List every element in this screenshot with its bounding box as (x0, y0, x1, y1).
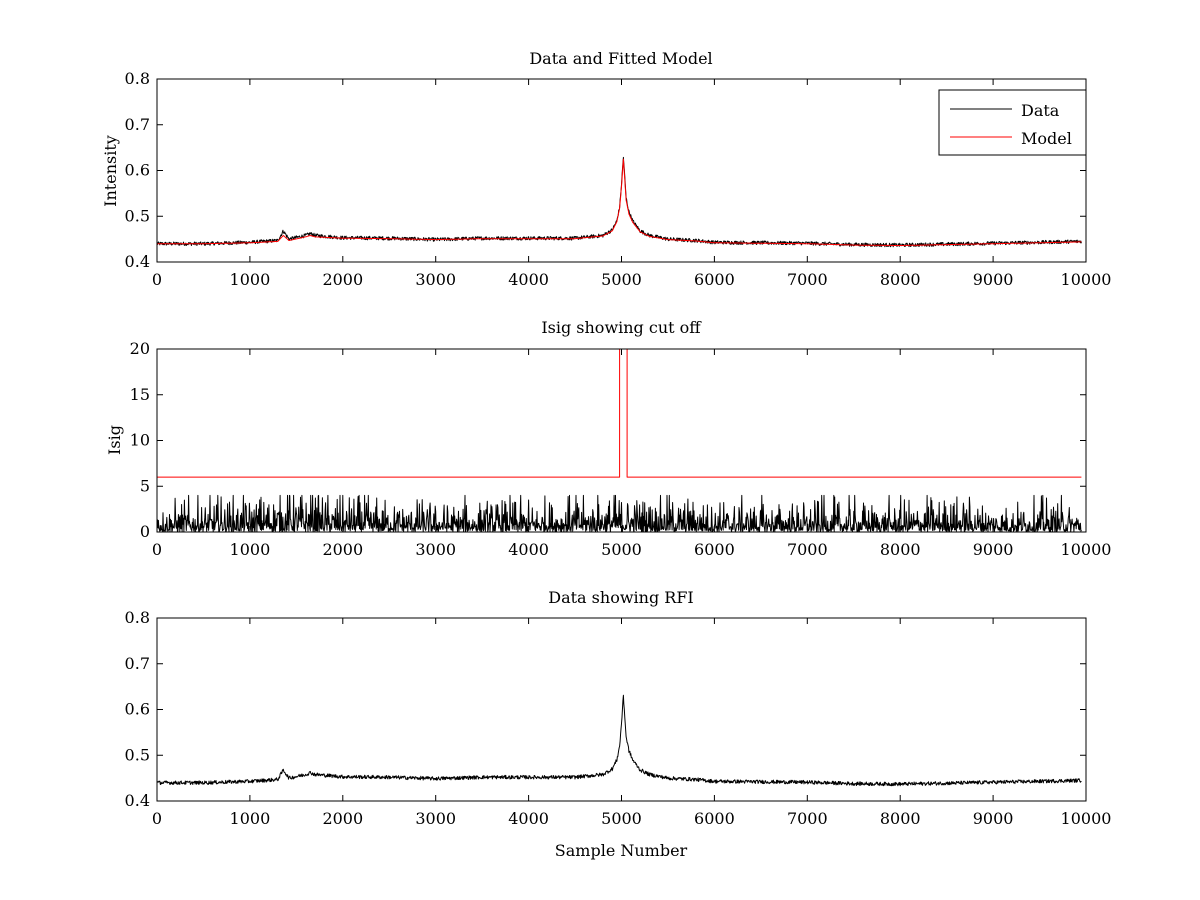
y-axis-label: Intensity (101, 135, 120, 207)
y-tick-label: 0 (140, 522, 150, 541)
x-tick-label: 2000 (322, 540, 363, 559)
x-tick-label: 5000 (601, 540, 642, 559)
x-tick-label: 8000 (880, 809, 921, 828)
y-axis-label: Isig (105, 425, 124, 455)
ticks-layer: 0 1000 2000 3000 4000 5000 6000 7000 8000 9000 100… (125, 69, 1112, 289)
x-tick-label: 3000 (415, 270, 456, 289)
x-tick-label: 2000 (322, 270, 363, 289)
y-tick-label: 0.7 (125, 654, 150, 673)
ticks-layer: 0 1000 2000 3000 4000 5000 6000 7000 8000 9000 100… (130, 339, 1112, 559)
x-tick-label: 8000 (880, 270, 921, 289)
y-tick-label: 0.4 (125, 252, 150, 271)
x-tick-label: 3000 (415, 540, 456, 559)
x-tick-label: 0 (152, 270, 162, 289)
x-tick-label: 10000 (1061, 540, 1112, 559)
y-tick-label: 20 (130, 339, 150, 358)
x-tick-label: 7000 (787, 809, 828, 828)
series-line-0 (156, 694, 1082, 787)
panel-isig-showing-cut-off: Isig showing cut off Isig 0 1000 2000 3000 4… (105, 318, 1111, 559)
legend-box (938, 89, 1087, 156)
x-tick-label: 1000 (230, 809, 271, 828)
y-tick-label: 15 (130, 385, 150, 404)
x-tick-label: 9000 (973, 809, 1014, 828)
x-tick-label: 4000 (508, 809, 549, 828)
y-tick-label: 0.6 (125, 700, 150, 719)
x-tick-label: 10000 (1061, 809, 1112, 828)
ticks-layer: 0 1000 2000 3000 4000 5000 6000 7000 8000 9000 100… (125, 608, 1112, 828)
x-tick-label: 9000 (973, 540, 1014, 559)
panel-title: Isig showing cut off (541, 318, 702, 337)
x-axis-label: Sample Number (555, 841, 688, 860)
panel-data-and-fitted-model: Data and Fitted Model Intensity 0 1000 200… (101, 49, 1111, 289)
series-layer (156, 156, 1082, 248)
x-tick-label: 4000 (508, 270, 549, 289)
x-tick-label: 1000 (230, 540, 271, 559)
y-tick-label: 0.6 (125, 161, 150, 180)
y-tick-label: 10 (130, 431, 150, 450)
x-tick-label: 2000 (322, 809, 363, 828)
legend-label-data: Data (1021, 101, 1060, 120)
x-tick-label: 5000 (601, 809, 642, 828)
legend: Data Model (938, 89, 1087, 156)
series-layer (156, 694, 1082, 787)
y-tick-label: 0.7 (125, 115, 150, 134)
x-tick-label: 6000 (694, 809, 735, 828)
x-tick-label: 8000 (880, 540, 921, 559)
panel-data-showing-rfi: Data showing RFI Sample Number 0 1000 2000… (125, 588, 1112, 860)
x-tick-label: 9000 (973, 270, 1014, 289)
x-tick-label: 10000 (1061, 270, 1112, 289)
x-tick-label: 1000 (230, 270, 271, 289)
x-tick-label: 0 (152, 809, 162, 828)
panel-title: Data and Fitted Model (529, 49, 712, 68)
panel-title: Data showing RFI (548, 588, 693, 607)
x-tick-label: 4000 (508, 540, 549, 559)
x-tick-label: 3000 (415, 809, 456, 828)
x-tick-label: 0 (152, 540, 162, 559)
x-tick-label: 5000 (601, 270, 642, 289)
y-tick-label: 0.5 (125, 206, 150, 225)
x-tick-label: 7000 (787, 270, 828, 289)
x-tick-label: 6000 (694, 540, 735, 559)
series-line-0 (156, 494, 1082, 533)
legend-label-model: Model (1021, 129, 1072, 148)
y-tick-label: 5 (140, 476, 150, 495)
x-tick-label: 7000 (787, 540, 828, 559)
y-tick-label: 0.4 (125, 791, 150, 810)
y-tick-label: 0.8 (125, 608, 150, 627)
y-tick-label: 0.8 (125, 69, 150, 88)
x-tick-label: 6000 (694, 270, 735, 289)
series-line-model (157, 158, 1082, 246)
y-tick-label: 0.5 (125, 745, 150, 764)
